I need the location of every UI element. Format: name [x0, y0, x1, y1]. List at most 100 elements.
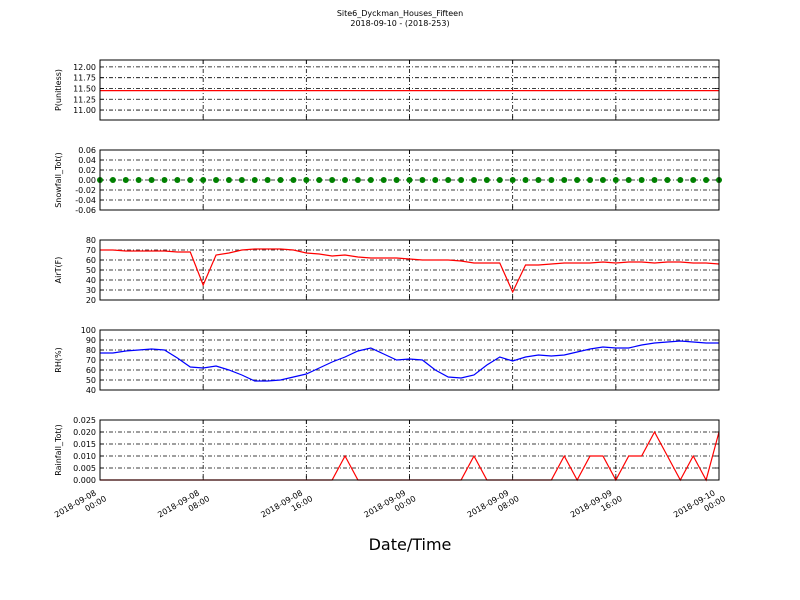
- marker: [354, 177, 361, 183]
- marker: [522, 177, 529, 183]
- y-tick-label: 80: [86, 236, 96, 245]
- y-tick-label: 0.020: [73, 428, 96, 437]
- y-tick-label: 0.02: [78, 166, 96, 175]
- marker: [342, 177, 349, 183]
- y-axis-label: P(unitless): [54, 69, 63, 111]
- marker: [251, 177, 258, 183]
- y-tick-label: 0.005: [73, 464, 96, 473]
- marker: [535, 177, 542, 183]
- y-tick-label: -0.04: [75, 196, 96, 205]
- y-tick-label: 50: [86, 376, 96, 385]
- y-tick-label: 80: [86, 346, 96, 355]
- marker: [612, 177, 619, 183]
- marker: [703, 177, 710, 183]
- x-tick-label: 2018-09-1000:00: [672, 485, 727, 528]
- y-tick-label: 11.00: [73, 106, 96, 115]
- x-tick-label: 2018-09-0900:00: [363, 485, 418, 528]
- panel-frame: [99, 239, 720, 301]
- x-tick-label: 2018-09-0908:00: [466, 485, 521, 528]
- y-tick-label: 70: [86, 356, 96, 365]
- y-tick-label: 0.04: [78, 156, 96, 165]
- data-line: [100, 340, 719, 382]
- marker: [109, 177, 116, 183]
- marker: [432, 177, 439, 183]
- marker: [599, 177, 606, 183]
- marker: [200, 177, 207, 183]
- y-tick-label: 60: [86, 366, 96, 375]
- panel-frame: [99, 59, 720, 121]
- marker: [496, 177, 503, 183]
- x-axis-label: Date/Time: [369, 535, 452, 554]
- y-tick-label: 11.75: [73, 74, 96, 83]
- marker: [561, 177, 568, 183]
- marker: [470, 177, 477, 183]
- y-tick-label: 60: [86, 256, 96, 265]
- marker: [664, 177, 671, 183]
- x-tick-label: 2018-09-0916:00: [569, 485, 624, 528]
- y-tick-label: 100: [81, 326, 96, 335]
- y-axis-label: Rainfall_Tot(): [54, 424, 63, 476]
- marker: [122, 177, 129, 183]
- marker: [419, 177, 426, 183]
- marker: [329, 177, 336, 183]
- marker: [651, 177, 658, 183]
- marker: [148, 177, 155, 183]
- marker: [238, 177, 245, 183]
- y-tick-label: 20: [86, 296, 96, 305]
- y-tick-label: 0.00: [78, 176, 96, 185]
- y-tick-label: -0.06: [75, 206, 96, 215]
- x-tick-label: 2018-09-0800:00: [53, 485, 108, 528]
- y-tick-label: 0.015: [73, 440, 96, 449]
- x-tick-label: 2018-09-0808:00: [156, 485, 211, 528]
- chart-title: Site6_Dyckman_Houses_Fifteen: [337, 9, 463, 18]
- y-tick-label: 0.025: [73, 416, 96, 425]
- marker: [509, 177, 516, 183]
- marker: [574, 177, 581, 183]
- marker: [290, 177, 297, 183]
- marker: [187, 177, 194, 183]
- marker: [406, 177, 413, 183]
- marker: [264, 177, 271, 183]
- y-axis-label: AirT(F): [54, 257, 63, 284]
- marker: [303, 177, 310, 183]
- y-tick-label: 40: [86, 386, 96, 395]
- marker: [174, 177, 181, 183]
- marker: [625, 177, 632, 183]
- y-tick-label: 70: [86, 246, 96, 255]
- y-tick-label: 50: [86, 266, 96, 275]
- marker: [277, 177, 284, 183]
- marker: [483, 177, 490, 183]
- y-tick-label: -0.02: [75, 186, 96, 195]
- marker: [367, 177, 374, 183]
- panel-frame: [99, 149, 720, 211]
- y-tick-label: 0.000: [73, 476, 96, 485]
- marker: [161, 177, 168, 183]
- data-line: [100, 248, 720, 294]
- marker: [458, 177, 465, 183]
- marker: [393, 177, 400, 183]
- marker: [135, 177, 142, 183]
- marker: [548, 177, 555, 183]
- y-tick-label: 11.25: [73, 95, 96, 104]
- marker: [213, 177, 220, 183]
- marker: [225, 177, 232, 183]
- y-tick-label: 40: [86, 276, 96, 285]
- y-tick-label: 90: [86, 336, 96, 345]
- panel-frame: [99, 419, 720, 481]
- y-tick-label: 12.00: [73, 63, 96, 72]
- y-tick-label: 0.06: [78, 146, 96, 155]
- y-tick-label: 0.010: [73, 452, 96, 461]
- marker: [690, 177, 697, 183]
- marker: [380, 177, 387, 183]
- panel-frame: [99, 329, 720, 391]
- y-axis-label: RH(%): [54, 347, 63, 372]
- marker: [587, 177, 594, 183]
- x-tick-label: 2018-09-0816:00: [259, 485, 314, 528]
- marker: [316, 177, 323, 183]
- marker: [445, 177, 452, 183]
- chart-subtitle: 2018-09-10 - (2018-253): [350, 19, 449, 28]
- y-tick-label: 30: [86, 286, 96, 295]
- marker: [677, 177, 684, 183]
